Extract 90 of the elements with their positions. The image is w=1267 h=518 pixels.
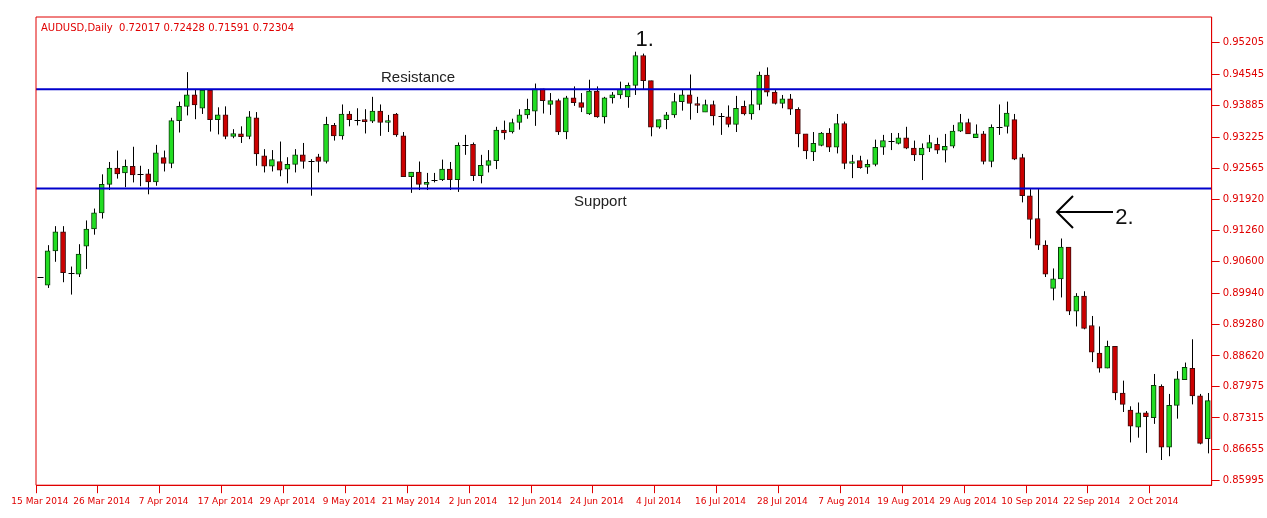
candlestick: [709, 100, 716, 126]
candlestick: [718, 112, 725, 136]
candlestick: [825, 127, 832, 153]
candlestick: [888, 132, 895, 151]
candlestick: [160, 150, 167, 172]
x-tick-label: 24 Jun 2014: [569, 495, 625, 506]
candlestick: [880, 134, 886, 156]
candlestick: [122, 159, 128, 188]
x-tick-label: 29 Apr 2014: [259, 495, 316, 506]
candlestick: [532, 83, 538, 127]
y-tick-label: 0.88620: [1222, 349, 1265, 361]
y-tick-label: 0.89940: [1222, 286, 1265, 298]
candlestick: [1119, 380, 1126, 413]
candlestick: [145, 168, 151, 195]
x-tick-label: 19 Aug 2014: [877, 495, 936, 506]
candlestick: [477, 154, 484, 184]
y-tick-label: 0.87315: [1222, 411, 1265, 423]
candlestick: [300, 142, 306, 170]
candlestick: [911, 140, 917, 162]
candlestick: [1003, 101, 1010, 134]
x-tick-label: 22 Sep 2014: [1063, 495, 1121, 506]
candlestick: [485, 149, 492, 173]
y-tick-label: 0.89280: [1222, 318, 1265, 330]
x-tick-label: 10 Sep 2014: [1001, 495, 1059, 506]
x-tick-label: 21 May 2014: [381, 495, 441, 506]
y-tick-label: 0.86655: [1222, 442, 1265, 454]
candlestick: [446, 161, 453, 191]
y-tick-label: 0.85995: [1222, 474, 1265, 486]
candlestick: [640, 53, 646, 90]
y-tick-label: 0.93225: [1222, 130, 1265, 142]
candlestick: [1073, 292, 1080, 327]
annotation: 1.: [635, 26, 654, 52]
x-tick-label: 12 Jun 2014: [507, 495, 563, 506]
candlestick: [68, 266, 75, 296]
candlestick: [315, 153, 322, 173]
candlestick: [416, 161, 422, 191]
chart-title: AUDUSD,Daily 0.72017 0.72428 0.71591 0.72304: [41, 21, 295, 33]
candlestick: [957, 113, 964, 133]
candlestick: [578, 92, 585, 113]
candlestick: [83, 219, 90, 270]
candlestick: [547, 92, 554, 116]
y-tick-label: 0.91920: [1222, 192, 1265, 204]
y-tick-label: 0.91260: [1222, 224, 1265, 236]
y-tick-label: 0.93885: [1222, 99, 1265, 111]
y-tick-label: 0.87975: [1222, 380, 1265, 392]
candlestick: [183, 71, 190, 116]
ref-line-label: Support: [574, 191, 628, 209]
candlestick: [114, 150, 121, 180]
candlestick: [354, 107, 361, 126]
x-tick-label: 28 Jul 2014: [756, 495, 809, 506]
candlestick: [733, 95, 739, 133]
x-tick-label: 26 Mar 2014: [73, 495, 131, 506]
candlestick: [308, 158, 315, 197]
candlestick: [462, 134, 469, 156]
candlestick: [214, 106, 221, 135]
x-tick-label: 2 Jun 2014: [448, 495, 498, 506]
x-tick-label: 2 Oct 2014: [1128, 495, 1179, 506]
x-tick-label: 16 Jul 2014: [695, 495, 747, 506]
candlestick: [176, 101, 182, 134]
x-tick-label: 17 Apr 2014: [197, 495, 254, 506]
candlestick: [245, 110, 252, 140]
x-tick-label: 7 Apr 2014: [138, 495, 189, 506]
candlestick: [377, 103, 384, 137]
candlestick: [261, 148, 267, 173]
x-tick-label: 4 Jul 2014: [636, 495, 682, 506]
y-tick-label: 0.92565: [1222, 161, 1265, 173]
candlestick: [872, 139, 879, 167]
candlestick: [810, 131, 817, 162]
y-tick-label: 0.95205: [1222, 36, 1265, 48]
candlestick: [725, 104, 732, 128]
ref-line-label: Resistance: [380, 68, 456, 86]
x-tick-label: 15 Mar 2014: [11, 495, 69, 506]
candlestick: [439, 159, 445, 182]
candlestick: [137, 165, 144, 187]
candlestick: [996, 103, 1003, 136]
candlestick: [679, 88, 685, 112]
x-tick-label: 9 May 2014: [322, 495, 376, 506]
candlestick: [570, 85, 577, 107]
y-tick-label: 0.94545: [1222, 67, 1265, 79]
candlestick: [1104, 340, 1111, 369]
candlestick: [129, 146, 136, 183]
annotation: 2.: [1115, 204, 1134, 230]
candlestick: [524, 98, 530, 120]
candlestick: [1135, 401, 1141, 439]
candlestick: [795, 106, 801, 148]
candlestick: [199, 88, 206, 115]
x-tick-label: 29 Aug 2014: [939, 495, 998, 506]
x-tick-label: 7 Aug 2014: [818, 495, 871, 506]
y-tick-label: 0.90600: [1222, 255, 1265, 267]
candlestick: [269, 149, 275, 172]
